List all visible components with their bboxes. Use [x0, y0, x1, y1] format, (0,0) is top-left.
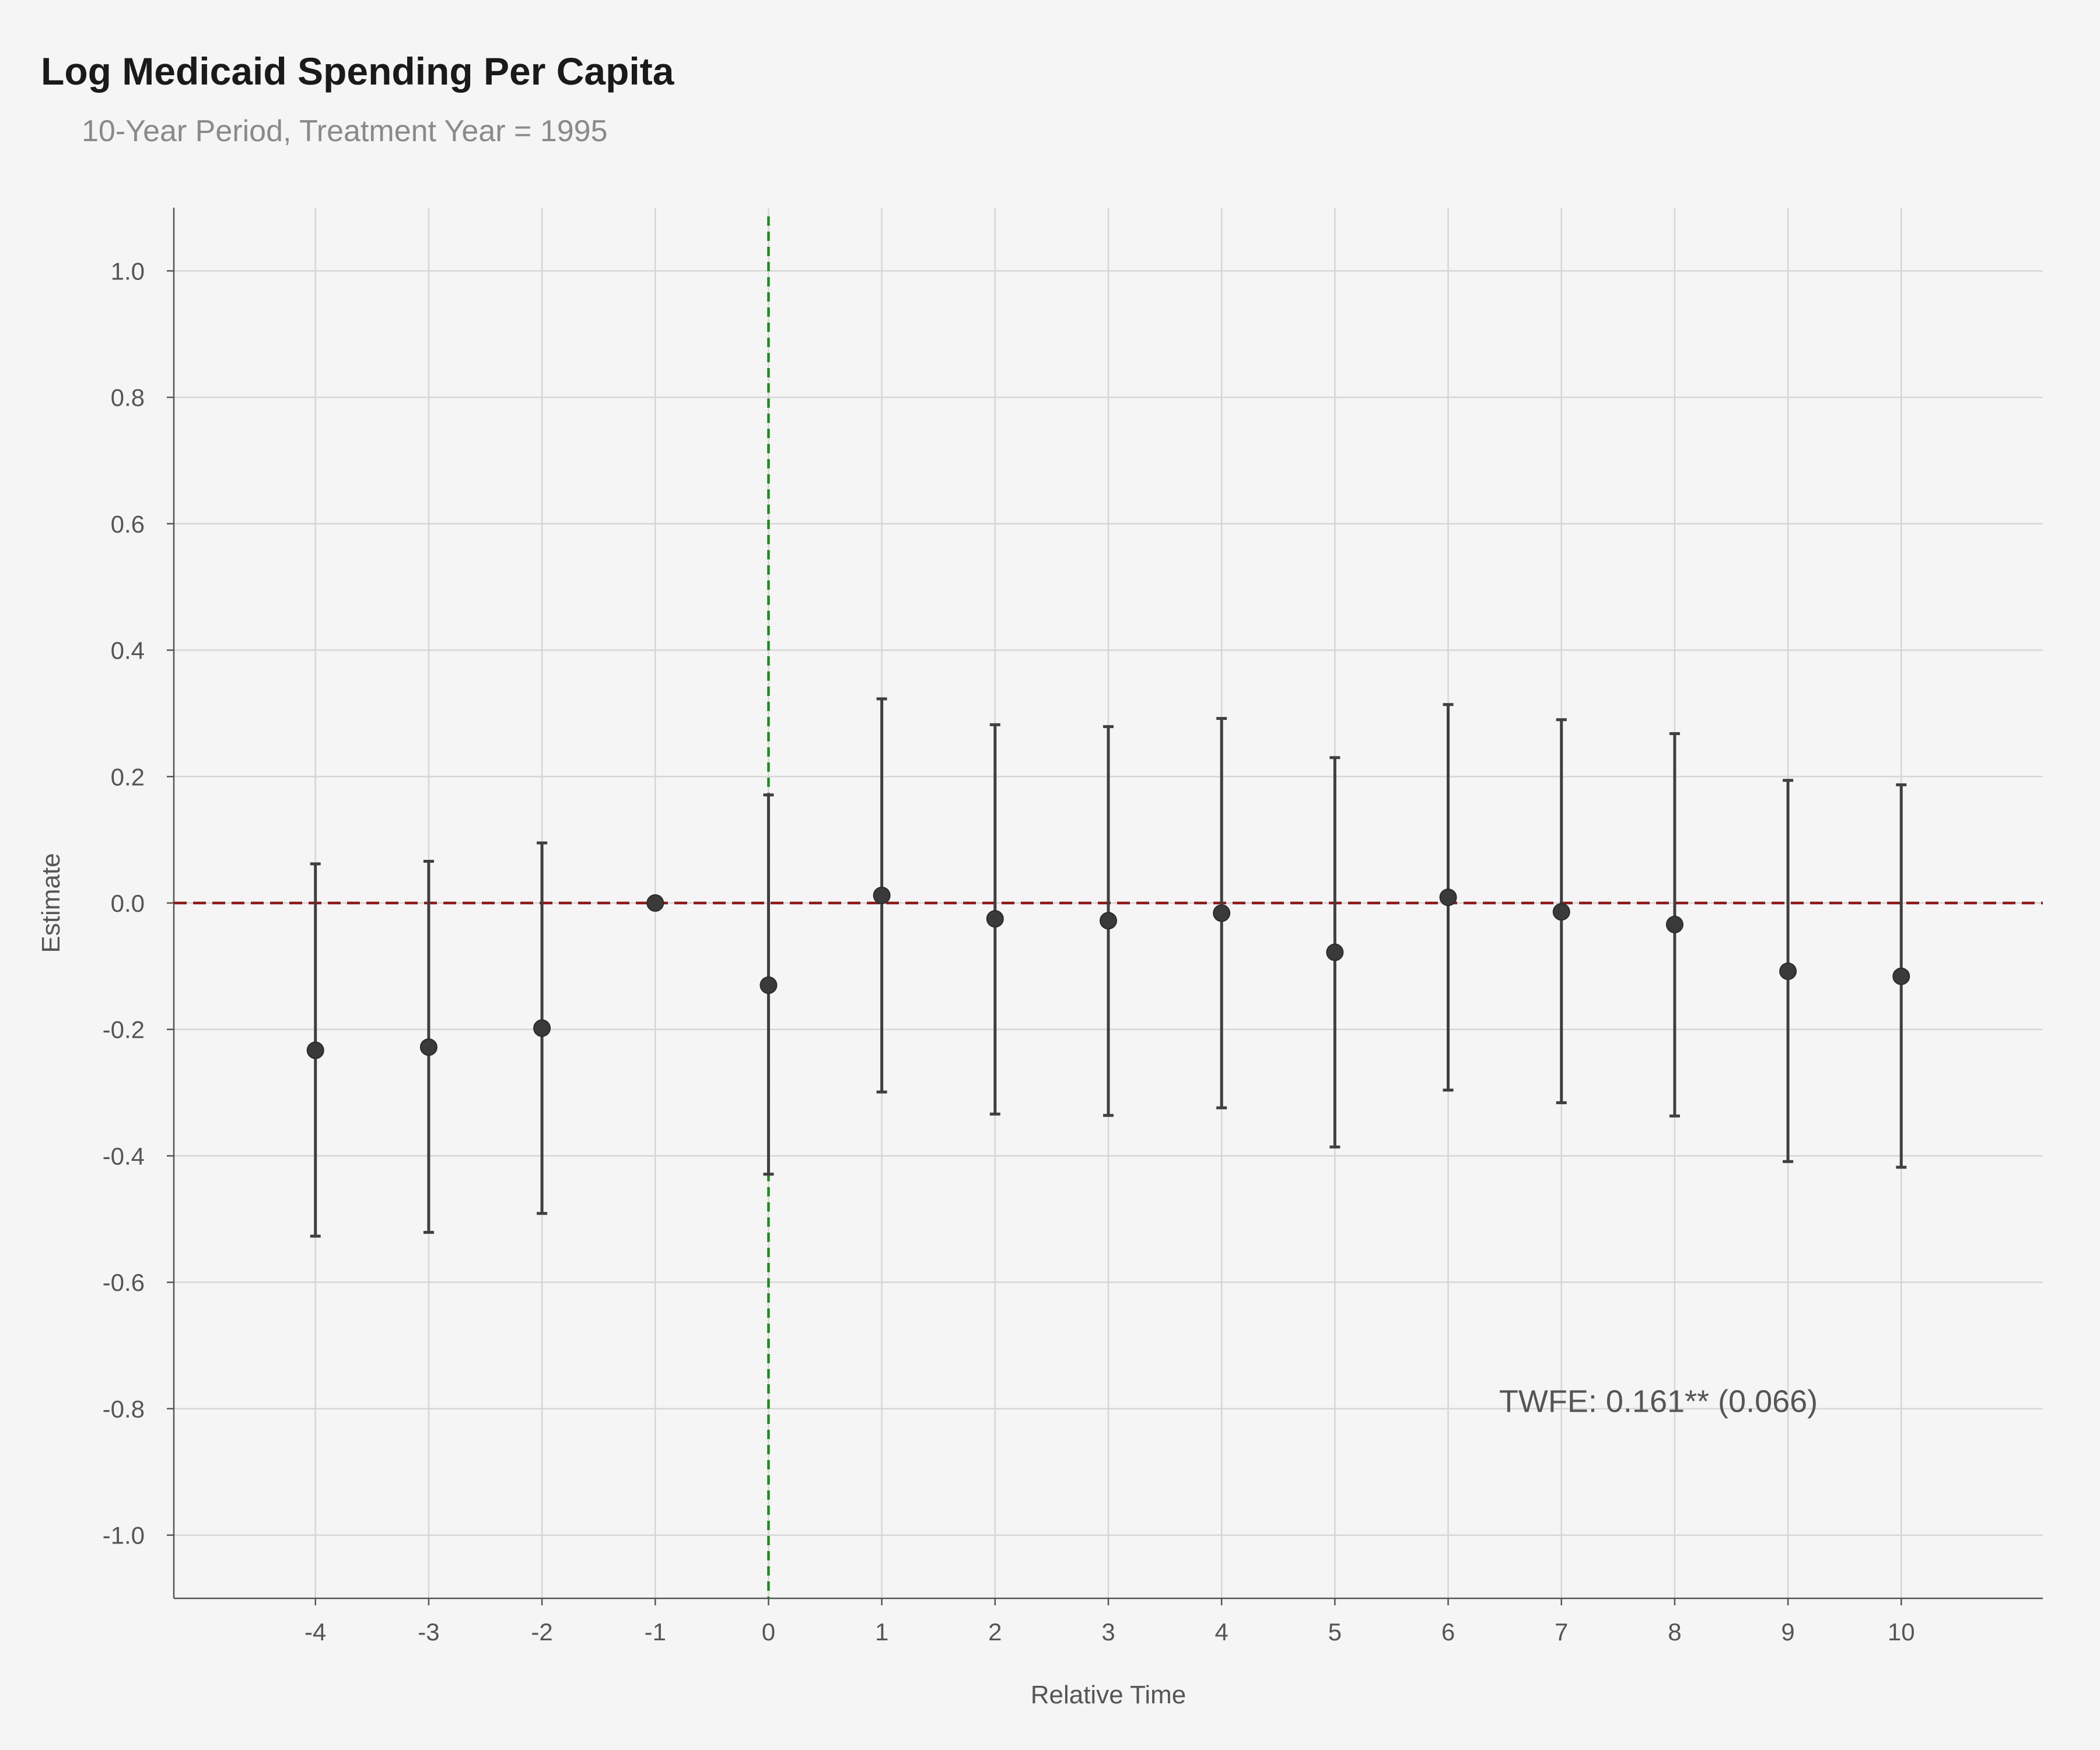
x-tick-label: 0: [762, 1618, 775, 1646]
x-tick-label: 5: [1328, 1618, 1342, 1646]
x-tick-label: 7: [1555, 1618, 1568, 1646]
y-tick-label: 1.0: [111, 257, 145, 285]
y-tick-label: -0.6: [103, 1269, 145, 1296]
x-tick-label: -3: [418, 1618, 439, 1646]
estimate-point: [986, 910, 1004, 928]
x-tick-label: -2: [531, 1618, 552, 1646]
x-axis-label: Relative Time: [1031, 1681, 1186, 1709]
twfe-annotation: TWFE: 0.161** (0.066): [1499, 1384, 1818, 1419]
estimate-point: [646, 894, 664, 912]
x-tick-label: 9: [1781, 1618, 1794, 1646]
y-tick-label: -1.0: [103, 1522, 145, 1549]
y-tick-label: 0.8: [111, 384, 145, 411]
estimate-point: [306, 1041, 324, 1059]
estimate-point: [419, 1038, 438, 1056]
y-tick-label: 0.4: [111, 637, 145, 664]
tick-labels: -4 -3 -2 -1 0 1 2 3 4 5 6 7 8 9 10 -1.0 -0.8 -0.6 -0.4 -0.2…: [103, 257, 1915, 1646]
estimate-point: [1100, 912, 1117, 930]
estimate-point: [533, 1019, 551, 1037]
x-tick-label: 3: [1101, 1618, 1115, 1646]
estimate-point: [1665, 915, 1684, 933]
estimate-point: [873, 886, 891, 904]
y-tick-label: 0.2: [111, 763, 145, 790]
estimate-point: [1892, 967, 1910, 985]
x-tick-label: 10: [1888, 1618, 1915, 1646]
estimate-point: [1326, 943, 1344, 961]
estimate-point: [1552, 903, 1570, 921]
y-axis-label: Estimate: [37, 853, 65, 953]
y-tick-label: -0.2: [103, 1016, 145, 1044]
estimate-point: [1779, 963, 1797, 981]
estimate-point: [760, 976, 778, 994]
y-tick-label: 0.6: [111, 510, 145, 538]
x-tick-label: -1: [645, 1618, 666, 1646]
chart-subtitle: 10-Year Period, Treatment Year = 1995: [82, 114, 608, 148]
chart-title: Log Medicaid Spending Per Capita: [41, 50, 675, 93]
x-tick-label: 1: [875, 1618, 888, 1646]
x-tick-label: -4: [304, 1618, 326, 1646]
x-tick-label: 8: [1668, 1618, 1681, 1646]
x-tick-label: 6: [1441, 1618, 1455, 1646]
estimate-points: [306, 886, 1910, 1059]
estimate-point: [1439, 888, 1457, 907]
y-tick-label: -0.4: [103, 1142, 145, 1170]
x-tick-label: 2: [988, 1618, 1002, 1646]
y-tick-label: -0.8: [103, 1395, 145, 1423]
y-tick-label: 0.0: [111, 890, 145, 917]
estimate-point: [1213, 904, 1231, 922]
x-tick-label: 4: [1215, 1618, 1228, 1646]
